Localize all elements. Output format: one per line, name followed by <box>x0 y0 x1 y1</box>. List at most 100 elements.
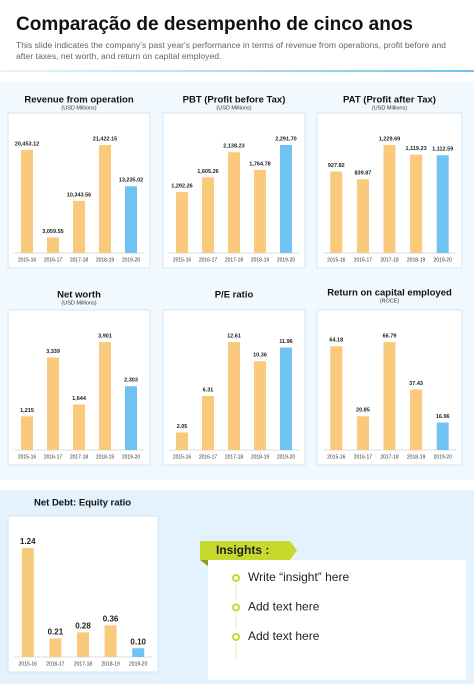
x-tick-label: 2015-16 <box>19 661 38 667</box>
bar <box>21 548 34 657</box>
data-label: 20.85 <box>356 408 370 414</box>
x-tick-label: 2015-16 <box>327 454 346 460</box>
chart-subtitle: (ROCE) <box>380 298 400 304</box>
data-label: 37.43 <box>409 381 423 387</box>
bar <box>410 154 423 253</box>
x-tick-label: 2017-18 <box>225 454 244 460</box>
chart-subtitle: (USD Millions) <box>216 105 251 111</box>
bar <box>47 357 59 450</box>
data-label: 3,901 <box>98 333 112 339</box>
data-label: 2,303 <box>124 378 138 384</box>
x-tick-label: 2016-17 <box>354 454 373 460</box>
bar <box>228 152 240 253</box>
x-tick-label: 2016-17 <box>199 257 218 263</box>
x-tick-label: 2017-18 <box>70 257 89 263</box>
data-label: 66.79 <box>383 333 397 339</box>
chart-title: Revenue from operation <box>24 95 133 106</box>
bar <box>383 342 396 450</box>
x-tick-label: 2019-20 <box>277 257 296 263</box>
bar <box>73 404 85 450</box>
x-tick-label: 2019-20 <box>434 454 453 460</box>
bar <box>254 169 266 253</box>
bar <box>104 625 117 657</box>
bar <box>21 149 33 253</box>
bar <box>383 145 396 253</box>
x-tick-label: 2016-17 <box>44 454 63 460</box>
data-label: 20,453.12 <box>15 141 39 147</box>
data-label: 1,112.59 <box>432 147 453 153</box>
bar <box>330 346 343 450</box>
data-label: 10,343.56 <box>67 192 91 198</box>
bar <box>21 416 33 450</box>
chart-title: Net Debt: Equity ratio <box>34 498 131 509</box>
insight-item: Add text here <box>248 600 320 614</box>
x-tick-label: 2017-18 <box>380 257 399 263</box>
bar <box>73 200 85 253</box>
bullet <box>232 633 240 641</box>
data-label: 1,229.69 <box>379 136 400 142</box>
data-label: 1,605.26 <box>197 169 218 175</box>
data-label: 1,292.26 <box>171 184 192 190</box>
bar <box>202 177 214 253</box>
data-label: 21,422.15 <box>93 136 117 142</box>
x-tick-label: 2019-20 <box>434 257 453 263</box>
chart-subtitle: (USD Millions) <box>372 105 407 111</box>
x-tick-label: 2017-18 <box>74 661 93 667</box>
bar <box>176 432 188 450</box>
x-tick-label: 2018-19 <box>96 454 115 460</box>
data-label: 6.31 <box>203 387 214 393</box>
data-label: 0.21 <box>48 628 64 637</box>
data-label: 2,138.23 <box>223 144 244 150</box>
bar <box>99 145 111 253</box>
bar <box>176 192 188 253</box>
x-tick-label: 2018-19 <box>96 257 115 263</box>
bullet <box>232 574 240 582</box>
x-tick-label: 2019-20 <box>277 454 296 460</box>
x-tick-label: 2016-17 <box>354 257 373 263</box>
data-label: 0.36 <box>103 614 119 623</box>
data-label: 927.82 <box>328 163 345 169</box>
chart-title: PAT (Profit after Tax) <box>343 95 436 106</box>
x-tick-label: 2015-16 <box>18 257 37 263</box>
bar <box>356 416 369 450</box>
divider <box>0 70 474 72</box>
data-label: 12.61 <box>227 333 241 339</box>
x-tick-label: 2016-17 <box>46 661 65 667</box>
chart-title: Net worth <box>57 290 101 301</box>
bar <box>280 347 292 450</box>
data-label: 839.87 <box>354 171 371 177</box>
x-tick-label: 2015-16 <box>327 257 346 263</box>
data-label: 2.05 <box>177 424 188 430</box>
chart-title: PBT (Profit before Tax) <box>183 95 286 106</box>
bar <box>410 389 423 450</box>
data-label: 2,291.70 <box>275 136 296 142</box>
insights-tag <box>200 541 297 560</box>
bar <box>202 395 214 450</box>
bar <box>356 179 369 253</box>
x-tick-label: 2015-16 <box>18 454 37 460</box>
chart-title: Return on capital employed <box>327 288 452 299</box>
data-label: 1,119.23 <box>406 146 427 152</box>
data-label: 1,644 <box>72 396 87 402</box>
bar <box>280 145 292 253</box>
bar <box>436 422 449 450</box>
data-label: 11.96 <box>279 339 292 345</box>
chart-subtitle: (USD Millions) <box>61 300 96 306</box>
x-tick-label: 2019-20 <box>129 661 148 667</box>
data-label: 10.36 <box>253 353 267 359</box>
data-label: 16.96 <box>436 414 450 420</box>
x-tick-label: 2018-19 <box>251 257 270 263</box>
data-label: 0.28 <box>75 621 91 630</box>
insight-item: Add text here <box>248 629 320 643</box>
x-tick-label: 2019-20 <box>122 454 141 460</box>
bar <box>125 386 137 450</box>
x-tick-label: 2018-19 <box>101 661 120 667</box>
bar <box>228 342 240 450</box>
chart-subtitle: (USD Millions) <box>61 105 96 111</box>
x-tick-label: 2018-19 <box>407 257 426 263</box>
data-label: 64.18 <box>329 338 343 344</box>
bar <box>436 155 449 253</box>
bar <box>132 648 145 657</box>
x-tick-label: 2017-18 <box>225 257 244 263</box>
